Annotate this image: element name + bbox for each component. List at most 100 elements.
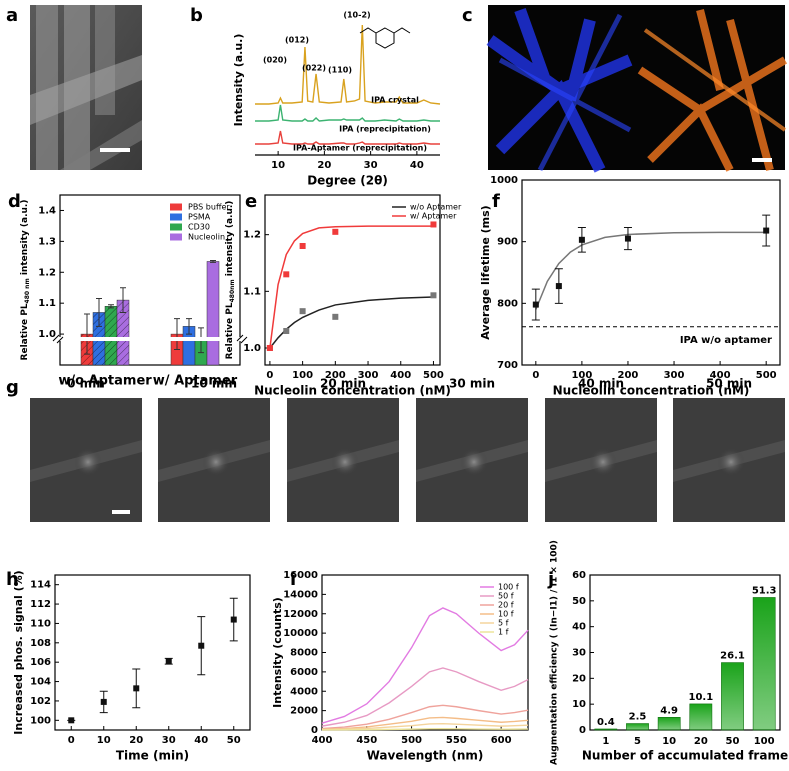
peak-label: (110) — [328, 66, 352, 75]
data-point — [532, 301, 539, 308]
x-tick-label: 10 — [271, 160, 285, 171]
data-point — [332, 228, 339, 235]
spectrum-line — [321, 704, 529, 730]
ring — [375, 27, 395, 49]
data-point — [266, 345, 273, 351]
spectrum-line — [255, 104, 440, 122]
y-tick-label: 16000 — [283, 570, 318, 581]
peak-label: (022) — [302, 64, 326, 73]
y-tick-label: 14000 — [283, 589, 318, 600]
axis-label: Increased phos. signal (%) — [12, 570, 25, 734]
plot-frame — [59, 194, 241, 366]
data-point — [430, 221, 437, 228]
axis-label: Time (min) — [116, 749, 189, 763]
y-tick-label: 102 — [30, 696, 51, 707]
panel-label: c — [462, 5, 473, 26]
bar-hatch — [105, 306, 117, 365]
y-tick-label: 112 — [30, 599, 51, 610]
bond — [359, 27, 377, 34]
value-label: 26.1 — [720, 651, 745, 662]
y-tick-label: 100 — [30, 715, 51, 726]
bar — [626, 723, 649, 731]
x-tick-label: 20 — [317, 160, 331, 171]
y-tick-label: 700 — [497, 360, 518, 371]
time-label: 50 min — [706, 377, 752, 391]
sem-image — [30, 5, 142, 170]
panel-label: g — [6, 377, 19, 398]
x-tick-label: 50 — [227, 735, 241, 746]
axis-break — [54, 337, 246, 341]
legend-label: 100 f — [498, 583, 519, 592]
y-tick-label: 6000 — [290, 667, 318, 678]
emission-spot — [460, 448, 488, 476]
spectrum-line — [321, 716, 529, 730]
bar — [721, 662, 744, 731]
x-tick-label: 450 — [356, 735, 377, 746]
x-tick-label: 20 — [129, 735, 143, 746]
y-tick-label: 60 — [572, 570, 586, 581]
axis-label-part: intensity (a.u.) — [225, 201, 235, 280]
x-tick-label: 200 — [325, 370, 346, 381]
peak-label: (020) — [263, 56, 287, 65]
y-tick-label: 20 — [572, 673, 586, 684]
x-tick-label: 40 — [410, 160, 424, 171]
error-bar — [186, 318, 192, 335]
plot-frame — [589, 574, 781, 731]
plot-frame — [521, 179, 781, 366]
y-tick-label: 114 — [30, 580, 51, 591]
value-label: 10.1 — [688, 692, 713, 703]
emission-spot — [202, 448, 230, 476]
y-tick-label: 2000 — [290, 706, 318, 717]
x-tick-label: 400 — [710, 370, 731, 381]
error-bar — [108, 304, 114, 309]
y-tick-label: 1.2 — [38, 267, 56, 278]
bar-hatch — [117, 300, 129, 365]
data-point — [283, 271, 290, 278]
axis-label-part: intensity (a.u.) — [20, 200, 30, 279]
panel-label: a — [6, 5, 18, 26]
x-tick-label: 500 — [401, 735, 422, 746]
bar — [657, 717, 681, 731]
bar — [594, 728, 618, 731]
data-point — [100, 698, 107, 705]
axis-break-mark — [52, 334, 248, 344]
y-tick-label: 1.0 — [38, 329, 56, 340]
x-tick-label: 500 — [423, 370, 444, 381]
fit-curve — [535, 231, 767, 310]
axis-label: Wavelength (nm) — [367, 749, 484, 763]
category-label: w/o Aptamer — [58, 374, 152, 389]
y-tick-label: 1.4 — [38, 205, 56, 216]
data-point — [68, 717, 75, 724]
value-label: 2.5 — [629, 712, 647, 723]
spectrum-line — [255, 24, 441, 105]
error-bar — [84, 313, 90, 355]
fit-curve — [269, 296, 434, 349]
emission-spot — [717, 448, 745, 476]
y-tick-label: 104 — [30, 677, 51, 688]
y-tick-label: 40 — [572, 622, 586, 633]
axis-label: Degree (2θ) — [307, 174, 388, 188]
bar — [752, 597, 776, 731]
y-tick-label: 1.0 — [243, 343, 261, 354]
error-bar — [210, 260, 216, 263]
x-tick-label: 10 — [97, 735, 111, 746]
emission-spot — [331, 448, 359, 476]
legend-label: PSMA — [188, 213, 211, 222]
legend-label: w/o Aptamer — [410, 203, 462, 212]
x-tick-label: 100 — [292, 370, 313, 381]
y-tick-label: 8000 — [290, 648, 318, 659]
y-tick-label: 0 — [311, 725, 318, 736]
bar — [206, 261, 220, 366]
data-point — [763, 227, 770, 234]
x-tick-label: 100 — [571, 370, 592, 381]
y-tick-label: 1.1 — [243, 286, 261, 297]
x-tick-label: 0 — [266, 370, 273, 381]
category-label: 5 — [634, 736, 641, 747]
bond — [393, 27, 411, 34]
category-label: 20 — [694, 736, 708, 747]
time-label: 0 min — [67, 377, 105, 391]
legend-label: 20 f — [498, 601, 514, 610]
category-label: 100 — [754, 736, 775, 747]
x-tick-label: 0 — [68, 735, 75, 746]
legend-label: PBS buffer — [188, 203, 230, 212]
